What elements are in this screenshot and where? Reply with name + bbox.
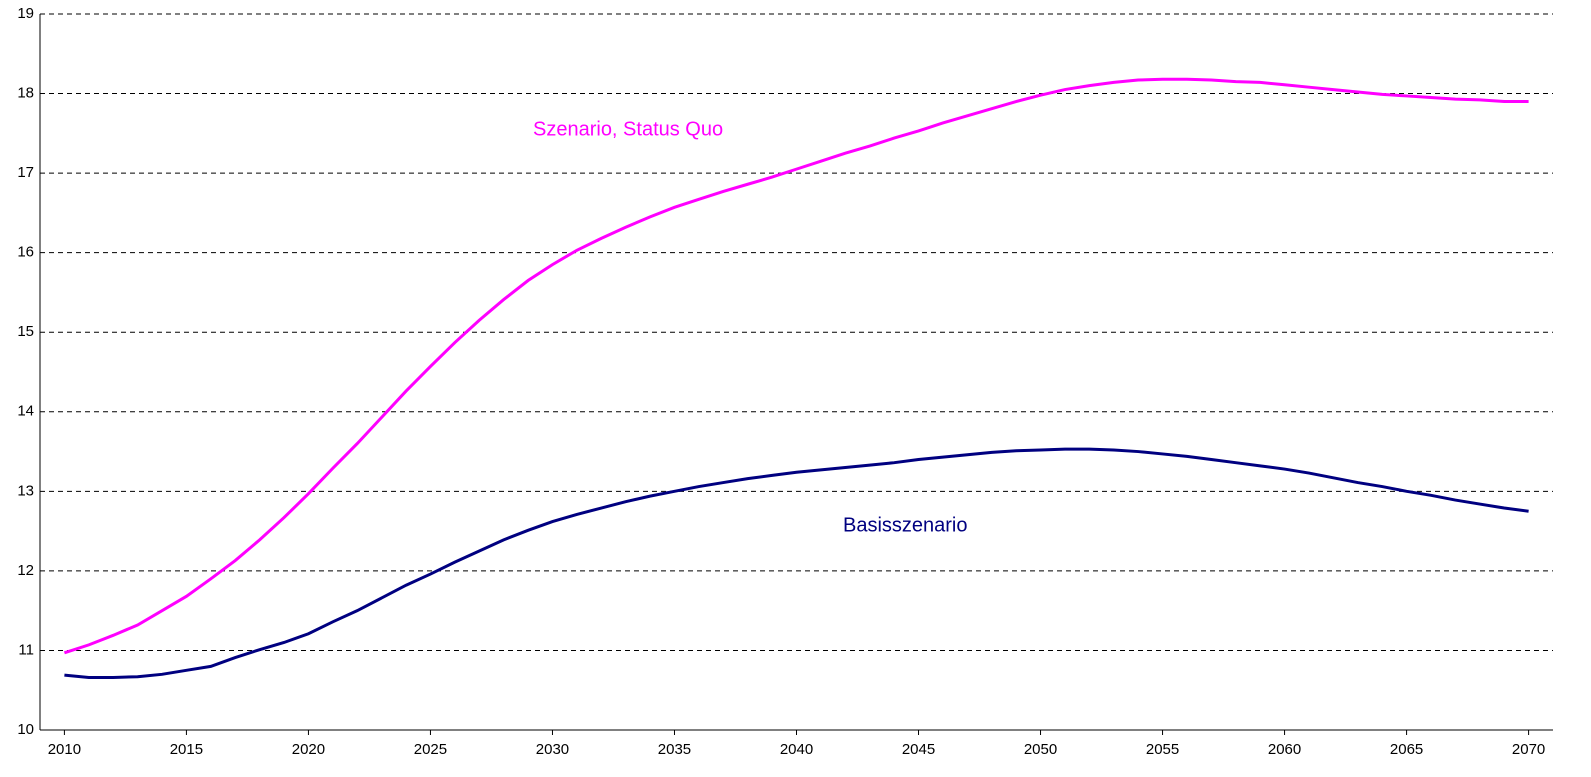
x-tick-label: 2020 [292, 741, 325, 758]
y-tick-label: 10 [17, 721, 34, 738]
y-tick-label: 11 [18, 641, 34, 658]
x-tick-label: 2060 [1268, 741, 1301, 758]
series-label: Basisszenario [843, 514, 968, 536]
series-label: Szenario, Status Quo [533, 118, 723, 140]
y-tick-label: 13 [17, 482, 34, 499]
x-tick-label: 2025 [414, 741, 447, 758]
x-tick-label: 2070 [1512, 741, 1545, 758]
x-tick-label: 2065 [1390, 741, 1423, 758]
x-tick-label: 2040 [780, 741, 813, 758]
x-tick-label: 2035 [658, 741, 691, 758]
y-tick-label: 15 [17, 323, 34, 340]
x-tick-label: 2030 [536, 741, 569, 758]
y-tick-label: 19 [17, 5, 34, 22]
y-tick-label: 14 [17, 403, 34, 420]
x-tick-label: 2050 [1024, 741, 1057, 758]
y-tick-label: 12 [17, 562, 34, 579]
x-tick-label: 2045 [902, 741, 935, 758]
y-tick-label: 18 [17, 85, 34, 102]
series-line [64, 447, 1529, 679]
y-tick-label: 17 [17, 164, 34, 181]
x-tick-label: 2015 [170, 741, 203, 758]
x-tick-label: 2010 [48, 741, 81, 758]
y-tick-label: 16 [17, 244, 34, 261]
series-line [63, 77, 1529, 655]
x-tick-label: 2055 [1146, 741, 1179, 758]
